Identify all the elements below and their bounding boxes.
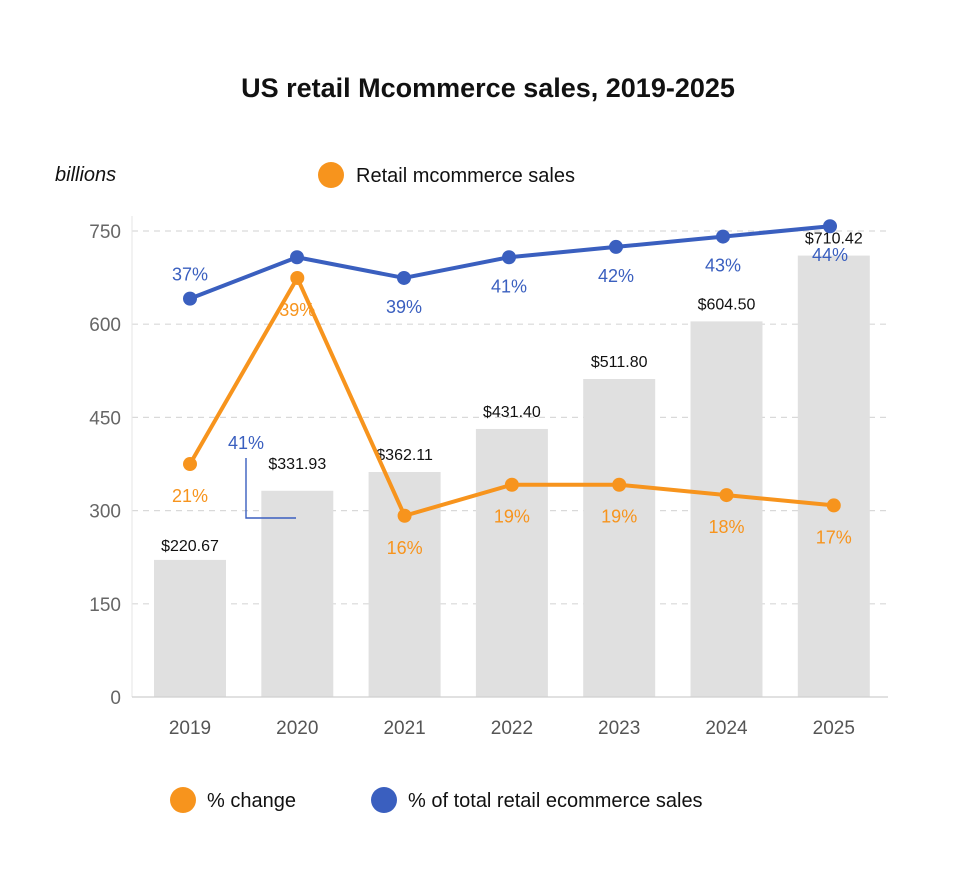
percent-change-line: 21% 39% 16% 19% 19% 18% 17% xyxy=(172,270,852,558)
percent-change-label: 21% xyxy=(172,486,208,506)
share-of-ecommerce-point xyxy=(823,219,837,234)
share-of-ecommerce-point xyxy=(502,250,516,265)
share-of-ecommerce-point xyxy=(609,239,623,254)
bar-value-label: $331.93 xyxy=(268,456,326,473)
bar-value-label: $604.50 xyxy=(698,296,756,313)
bar xyxy=(690,321,763,697)
bar xyxy=(475,428,548,697)
label-leader-line xyxy=(245,458,296,519)
share-of-ecommerce-label: 37% xyxy=(172,265,208,285)
percent-change-point xyxy=(612,477,627,492)
legend-marker-share-of-ecommerce xyxy=(371,787,397,813)
y-axis-ticks: 0 150 300 450 600 750 xyxy=(89,222,121,709)
y-tick-label: 150 xyxy=(89,595,121,616)
share-of-ecommerce-label: 44% xyxy=(812,245,848,265)
unit-label: billions xyxy=(55,164,116,186)
x-tick-label: 2021 xyxy=(383,718,425,739)
bar xyxy=(154,559,226,697)
legend-label-retail-mcommerce: Retail mcommerce sales xyxy=(356,165,575,187)
x-tick-label: 2020 xyxy=(276,718,318,739)
bars xyxy=(154,255,870,697)
percent-change-point xyxy=(719,488,734,503)
x-tick-label: 2022 xyxy=(491,718,533,739)
bar-value-labels: $220.67 $331.93 $362.11 $431.40 $511.80 $604.… xyxy=(161,231,863,555)
bar-value-label: $511.80 xyxy=(591,354,648,371)
share-of-ecommerce-label: 43% xyxy=(705,256,741,276)
percent-change-label: 16% xyxy=(387,538,423,558)
share-of-ecommerce-label: 39% xyxy=(386,297,422,317)
bar-value-label: $220.67 xyxy=(161,538,219,555)
share-of-ecommerce-point xyxy=(290,250,304,265)
share-of-ecommerce-point xyxy=(397,270,411,285)
percent-change-point xyxy=(826,498,841,513)
percent-change-point xyxy=(183,457,197,472)
percent-change-label: 19% xyxy=(494,507,530,527)
share-of-ecommerce-point xyxy=(716,229,730,244)
x-tick-label: 2023 xyxy=(598,718,640,739)
legend-marker-percent-change xyxy=(170,787,196,813)
y-tick-label: 600 xyxy=(89,315,121,336)
percent-change-point xyxy=(504,477,519,492)
percent-change-point xyxy=(397,508,412,523)
y-tick-label: 300 xyxy=(89,502,121,523)
share-of-ecommerce-label: 42% xyxy=(598,266,634,286)
percent-change-label: 18% xyxy=(708,517,744,537)
legend-marker-retail-mcommerce xyxy=(318,162,344,188)
chart-title: US retail Mcommerce sales, 2019-2025 xyxy=(241,73,735,103)
share-of-ecommerce-label: 41% xyxy=(491,276,527,296)
bar-value-label: $431.40 xyxy=(483,404,541,421)
legend-label-percent-change: % change xyxy=(207,790,296,812)
bar-value-label: $362.11 xyxy=(376,447,433,464)
bar xyxy=(261,490,334,697)
x-tick-label: 2019 xyxy=(169,718,211,739)
legend-label-share-of-ecommerce: % of total retail ecommerce sales xyxy=(408,790,703,812)
y-tick-label: 450 xyxy=(89,408,121,429)
share-of-ecommerce-label: 41% xyxy=(228,433,264,453)
percent-change-label: 17% xyxy=(816,527,852,547)
x-tick-label: 2025 xyxy=(813,718,855,739)
percent-change-point xyxy=(290,270,305,285)
share-of-ecommerce-point xyxy=(183,291,197,306)
bar xyxy=(583,379,656,697)
legend-bottom: % change % of total retail ecommerce sal… xyxy=(170,787,703,813)
x-axis-ticks: 2019 2020 2021 2022 2023 2024 2025 xyxy=(169,718,855,739)
y-tick-label: 750 xyxy=(89,222,121,243)
percent-change-label: 19% xyxy=(601,507,637,527)
bar-value-label: $710.42 xyxy=(805,231,863,248)
legend-top: Retail mcommerce sales xyxy=(318,162,575,188)
bar xyxy=(797,255,870,697)
x-tick-label: 2024 xyxy=(705,718,748,739)
percent-change-label: 39% xyxy=(279,300,315,320)
bar xyxy=(368,472,441,697)
y-tick-label: 0 xyxy=(110,688,121,709)
share-of-ecommerce-line: 37% 41% 39% 41% 42% 43% 44% xyxy=(172,219,848,519)
